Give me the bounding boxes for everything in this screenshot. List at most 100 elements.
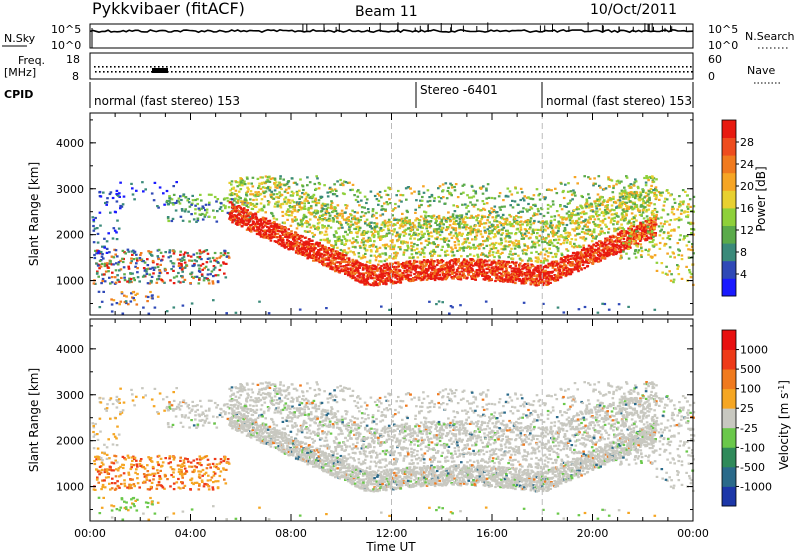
power-cell bbox=[131, 193, 135, 196]
power-cell bbox=[457, 243, 460, 246]
power-cell bbox=[314, 197, 317, 200]
power-cell bbox=[112, 227, 116, 230]
power-cell bbox=[465, 260, 469, 263]
power-cell bbox=[272, 193, 276, 196]
power-cell bbox=[445, 263, 448, 266]
power-cell bbox=[287, 242, 291, 245]
power-cell bbox=[568, 202, 571, 205]
power-cell bbox=[383, 225, 387, 228]
power-cell bbox=[579, 245, 582, 249]
power-cell bbox=[494, 270, 497, 273]
power-cell bbox=[332, 218, 335, 221]
power-cell bbox=[445, 249, 449, 252]
power-cell bbox=[381, 272, 385, 276]
power-cell bbox=[133, 198, 136, 201]
power-cell bbox=[148, 282, 151, 285]
power-cell bbox=[523, 221, 526, 224]
power-cell bbox=[387, 275, 391, 278]
power-cell bbox=[565, 274, 568, 277]
power-cell bbox=[388, 232, 391, 235]
power-cell bbox=[571, 228, 574, 231]
power-cell bbox=[280, 193, 284, 197]
power-cell bbox=[290, 230, 293, 233]
power-cell bbox=[235, 205, 239, 208]
power-cell bbox=[514, 281, 517, 285]
power-cell bbox=[330, 244, 333, 247]
power-cell bbox=[502, 274, 505, 277]
power-cell bbox=[249, 198, 252, 201]
power-cell bbox=[345, 257, 349, 260]
power-cell bbox=[469, 201, 472, 204]
power-cell bbox=[303, 199, 306, 202]
power-cell bbox=[544, 196, 547, 199]
power-cell bbox=[454, 227, 458, 230]
power-cell bbox=[265, 180, 268, 183]
power-cell bbox=[157, 206, 160, 209]
power-cell bbox=[258, 182, 261, 185]
power-cell bbox=[327, 256, 331, 259]
power-cell bbox=[172, 203, 175, 206]
power-cell bbox=[119, 204, 122, 208]
power-cell bbox=[436, 259, 439, 262]
power-cell bbox=[402, 261, 405, 265]
power-cell bbox=[479, 243, 483, 246]
power-cell bbox=[394, 276, 397, 279]
date-title: 10/Oct/2011 bbox=[590, 2, 677, 18]
power-cell bbox=[291, 194, 295, 197]
power-cell bbox=[537, 239, 541, 242]
power-cell bbox=[417, 190, 421, 193]
power-cell bbox=[411, 264, 415, 267]
power-cell bbox=[274, 202, 277, 205]
power-cell bbox=[556, 250, 560, 253]
power-cell bbox=[110, 276, 114, 279]
power-cell bbox=[267, 201, 271, 204]
power-cell bbox=[145, 268, 149, 271]
power-cell bbox=[97, 252, 100, 255]
power-cell bbox=[520, 191, 524, 194]
power-cell bbox=[497, 229, 501, 232]
power-cell bbox=[153, 266, 157, 269]
power-cell bbox=[547, 235, 550, 238]
power-cell bbox=[392, 252, 396, 255]
power-cell bbox=[486, 183, 490, 186]
power-cell bbox=[398, 269, 402, 273]
power-cell bbox=[102, 191, 105, 194]
power-cell bbox=[458, 231, 461, 234]
power-cell bbox=[527, 202, 530, 206]
power-cell bbox=[293, 216, 297, 219]
power-cell bbox=[505, 270, 508, 273]
power-cell bbox=[289, 243, 292, 246]
power-cell bbox=[236, 185, 239, 188]
power-cell bbox=[583, 239, 587, 242]
power-cell bbox=[260, 224, 264, 227]
power-cell bbox=[239, 179, 242, 182]
power-cell bbox=[555, 269, 558, 272]
power-cell bbox=[408, 262, 412, 265]
power-cell bbox=[232, 219, 235, 222]
power-cell bbox=[263, 224, 267, 227]
power-cell bbox=[468, 241, 471, 244]
power-cell bbox=[539, 267, 543, 270]
power-cell bbox=[389, 247, 392, 251]
power-cell bbox=[172, 282, 176, 285]
power-cell bbox=[556, 279, 560, 282]
power-cell bbox=[218, 207, 222, 211]
power-cell bbox=[524, 281, 528, 284]
power-cell bbox=[356, 221, 360, 224]
power-cell bbox=[498, 271, 501, 274]
power-cell bbox=[349, 225, 352, 228]
power-cell bbox=[534, 266, 537, 269]
power-cell bbox=[461, 274, 465, 277]
power-cell bbox=[483, 229, 487, 232]
power-cell bbox=[286, 231, 289, 234]
power-cell bbox=[550, 189, 553, 192]
power-cell bbox=[400, 271, 404, 275]
power-cell bbox=[333, 208, 337, 211]
power-cell bbox=[506, 263, 509, 266]
power-cell bbox=[315, 253, 318, 256]
power-cell bbox=[191, 264, 194, 267]
power-cell bbox=[551, 270, 555, 273]
power-cell bbox=[362, 275, 365, 278]
power-cell bbox=[498, 221, 501, 224]
power-cell bbox=[553, 239, 556, 242]
